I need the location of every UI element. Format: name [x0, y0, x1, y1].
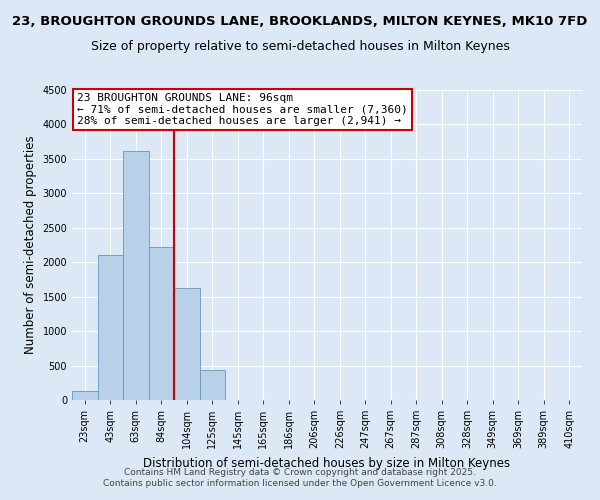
- Text: Contains HM Land Registry data © Crown copyright and database right 2025.
Contai: Contains HM Land Registry data © Crown c…: [103, 468, 497, 487]
- Bar: [123, 150, 149, 400]
- Text: Size of property relative to semi-detached houses in Milton Keynes: Size of property relative to semi-detach…: [91, 40, 509, 53]
- Bar: [199, 370, 225, 400]
- Bar: [174, 288, 199, 400]
- Bar: [97, 256, 123, 400]
- Text: 23, BROUGHTON GROUNDS LANE, BROOKLANDS, MILTON KEYNES, MK10 7FD: 23, BROUGHTON GROUNDS LANE, BROOKLANDS, …: [13, 15, 587, 28]
- Bar: [72, 391, 97, 400]
- Bar: [149, 247, 174, 400]
- X-axis label: Distribution of semi-detached houses by size in Milton Keynes: Distribution of semi-detached houses by …: [143, 456, 511, 469]
- Text: 23 BROUGHTON GROUNDS LANE: 96sqm
← 71% of semi-detached houses are smaller (7,36: 23 BROUGHTON GROUNDS LANE: 96sqm ← 71% o…: [77, 93, 408, 126]
- Y-axis label: Number of semi-detached properties: Number of semi-detached properties: [24, 136, 37, 354]
